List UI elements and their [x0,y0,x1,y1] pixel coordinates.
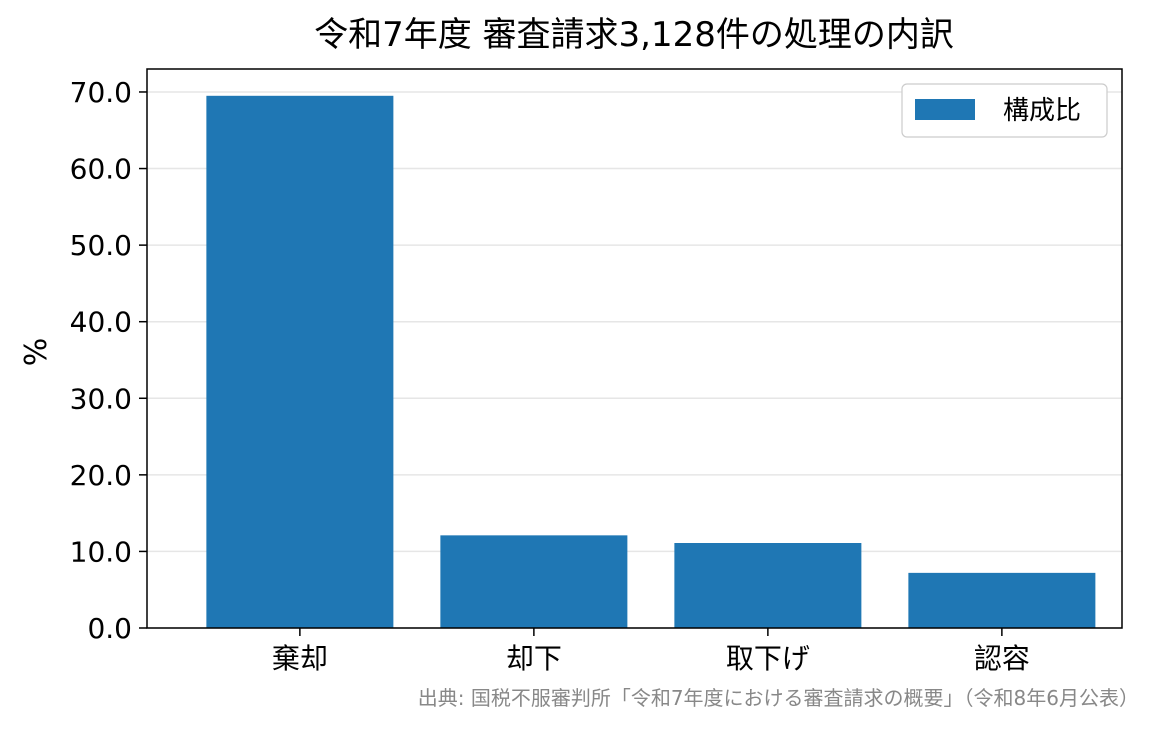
source-note: 出典: 国税不服審判所「令和7年度における審査請求の概要」（令和8年6月公表） [418,686,1139,710]
x-axis-ticks: 棄却 却下 取下げ 認容 [272,628,1030,675]
legend-label: 構成比 [1003,96,1081,126]
bar-2 [440,535,628,628]
y-tick-label: 40.0 [70,306,132,339]
bar-1 [206,95,394,628]
plot-area-frame [146,68,1123,629]
x-tick-label: 取下げ [726,642,810,675]
y-tick-label: 50.0 [70,229,132,262]
y-axis-label: % [19,338,54,367]
y-tick-label: 0.0 [87,612,132,645]
y-axis-ticks: 0.0 10.0 20.0 30.0 40.0 50.0 60.0 70.0 [70,76,147,645]
legend: 構成比 [901,83,1108,138]
y-tick-label: 60.0 [70,153,132,186]
legend-swatch [915,99,975,120]
y-tick-label: 30.0 [70,382,132,415]
bars [206,95,1096,628]
y-tick-label: 70.0 [70,76,132,109]
bar-4 [908,572,1096,628]
x-tick-label: 認容 [974,642,1030,675]
chart-title: 令和7年度 審査請求3,128件の処理の内訳 [314,15,954,55]
y-tick-label: 20.0 [70,459,132,492]
legend-frame [901,83,1108,138]
x-tick-label: 棄却 [272,642,328,675]
y-tick-label: 10.0 [70,535,132,568]
x-tick-label: 却下 [506,642,562,675]
bar-3 [674,543,862,628]
